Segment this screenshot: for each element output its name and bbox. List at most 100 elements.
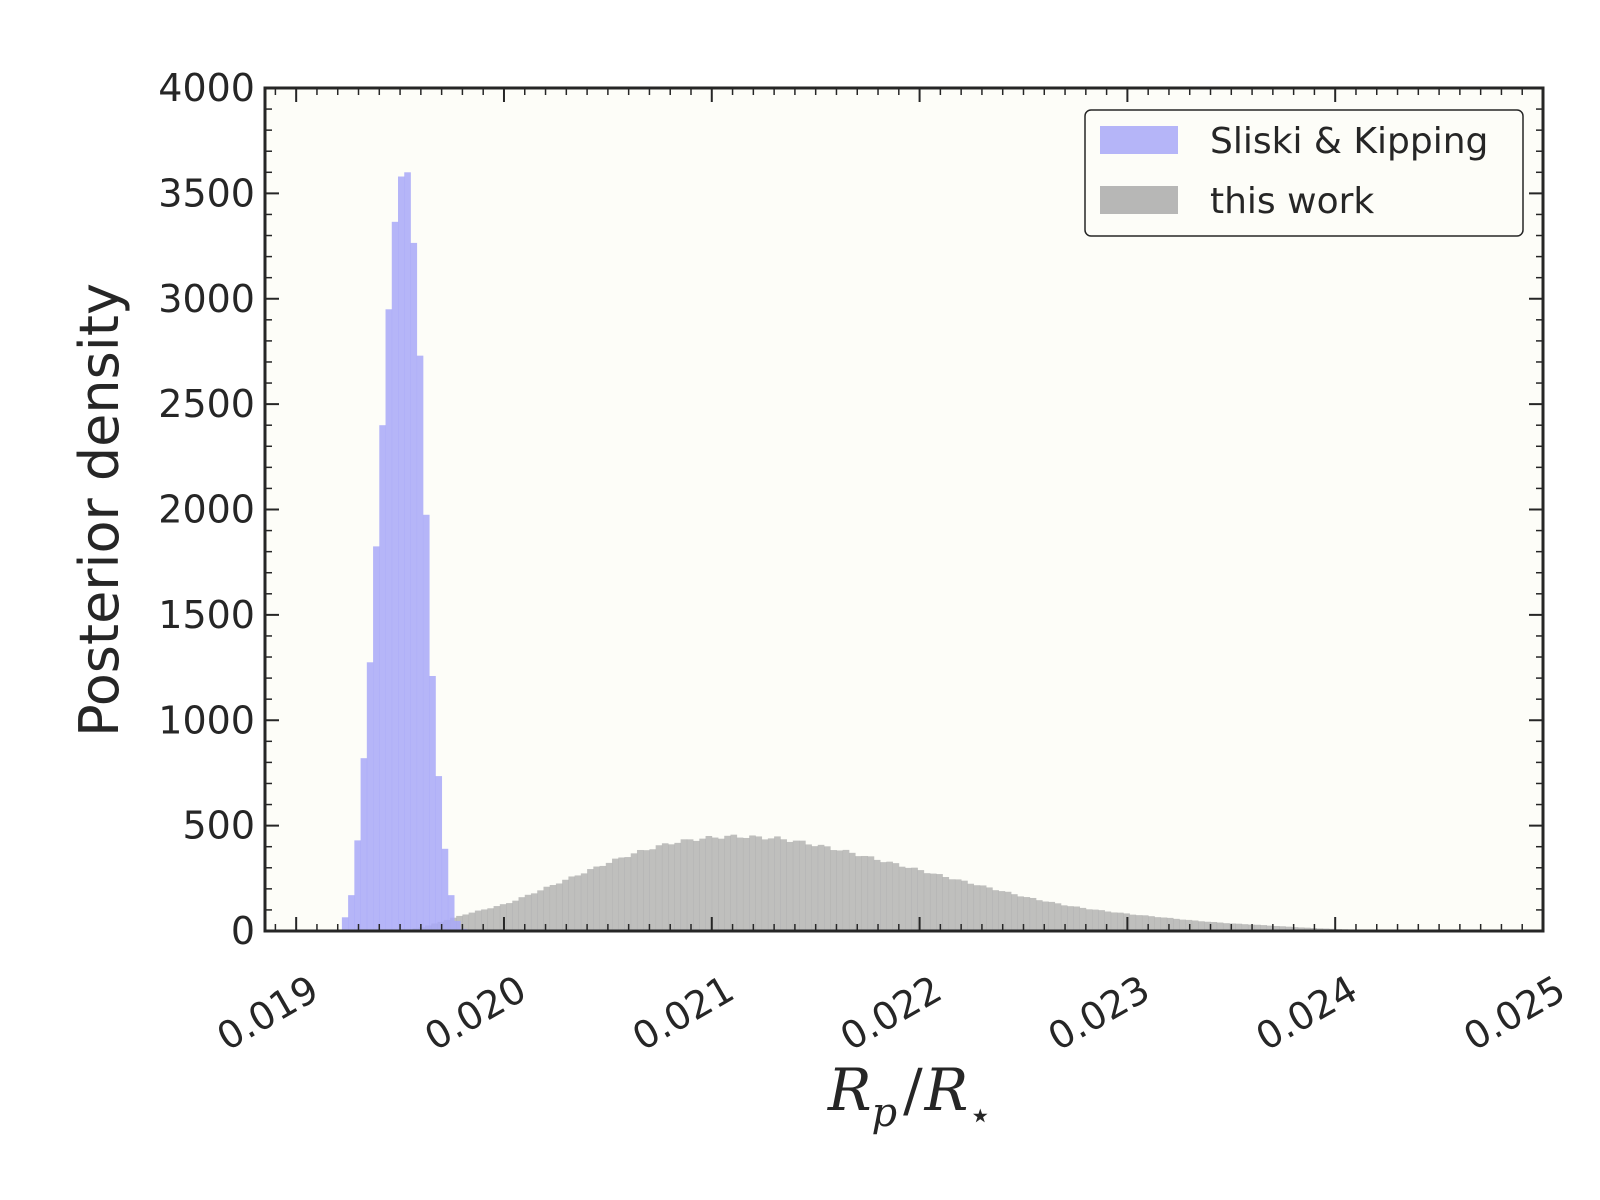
bar bbox=[562, 879, 569, 931]
y-tick-label: 3000 bbox=[158, 277, 255, 321]
bar bbox=[861, 855, 869, 931]
bar bbox=[435, 776, 443, 931]
bar bbox=[391, 221, 399, 931]
bar bbox=[360, 758, 368, 931]
bar bbox=[973, 885, 981, 931]
bar bbox=[1254, 924, 1261, 931]
bar bbox=[680, 839, 688, 931]
bar bbox=[574, 875, 582, 931]
bar bbox=[986, 887, 993, 931]
bar bbox=[911, 867, 918, 931]
bar bbox=[1166, 917, 1174, 931]
bar bbox=[848, 852, 856, 931]
bar bbox=[979, 885, 987, 931]
bar bbox=[1067, 906, 1074, 931]
y-tick-label: 500 bbox=[182, 804, 255, 848]
bar bbox=[767, 838, 775, 931]
bar bbox=[348, 895, 355, 931]
bar bbox=[643, 850, 650, 931]
bar bbox=[354, 840, 361, 931]
bar bbox=[718, 838, 725, 931]
bar bbox=[1185, 919, 1193, 931]
bar bbox=[587, 869, 594, 931]
legend-swatch-this-work bbox=[1100, 186, 1178, 214]
y-tick-label: 3500 bbox=[158, 171, 255, 215]
bar bbox=[880, 862, 887, 931]
x-axis-label-slash: / bbox=[903, 1056, 923, 1124]
bar bbox=[761, 839, 769, 931]
bar bbox=[1035, 900, 1043, 931]
bar bbox=[593, 866, 600, 931]
bar bbox=[805, 844, 812, 931]
bar bbox=[1160, 917, 1168, 931]
bar bbox=[630, 853, 638, 931]
bar bbox=[1173, 918, 1180, 931]
x-axis-label-sub-star: ⋆ bbox=[968, 1093, 992, 1137]
bar bbox=[705, 835, 713, 931]
bar bbox=[1272, 926, 1280, 931]
bar bbox=[649, 849, 657, 931]
bar bbox=[373, 546, 380, 931]
bar bbox=[454, 920, 461, 931]
bar bbox=[636, 849, 644, 931]
bar bbox=[474, 910, 482, 931]
legend-box bbox=[1084, 109, 1524, 237]
bar bbox=[1110, 912, 1118, 931]
histogram-bars bbox=[341, 172, 1473, 932]
bar bbox=[867, 856, 875, 931]
bar bbox=[518, 897, 526, 931]
bar bbox=[410, 242, 418, 931]
bar bbox=[998, 891, 1006, 931]
bar bbox=[1011, 894, 1018, 931]
x-tick-label: 0.024 bbox=[1248, 967, 1364, 1060]
bar bbox=[792, 840, 800, 931]
bar bbox=[1154, 917, 1162, 931]
bar bbox=[886, 861, 893, 931]
bar bbox=[1304, 927, 1311, 931]
bar bbox=[755, 836, 763, 931]
bar bbox=[1060, 905, 1068, 931]
bar bbox=[774, 836, 781, 931]
bar bbox=[967, 883, 975, 931]
bar bbox=[1291, 927, 1299, 931]
bar bbox=[1048, 901, 1056, 931]
bar bbox=[961, 880, 968, 931]
x-axis-label-sub-p: p bbox=[872, 1090, 898, 1136]
bar bbox=[366, 662, 374, 931]
bar bbox=[811, 846, 819, 931]
bar bbox=[1135, 915, 1143, 931]
bar bbox=[1129, 914, 1137, 931]
x-axis-label-r2: R bbox=[924, 1056, 969, 1124]
bar bbox=[799, 840, 806, 931]
bar bbox=[730, 834, 738, 931]
bar bbox=[1216, 922, 1224, 931]
bar bbox=[462, 914, 470, 931]
bar bbox=[506, 903, 513, 931]
bar bbox=[674, 842, 682, 931]
bar bbox=[1260, 925, 1268, 931]
bar bbox=[568, 876, 576, 931]
bar bbox=[537, 890, 544, 931]
bar bbox=[1297, 927, 1305, 931]
bar bbox=[379, 425, 386, 931]
bar bbox=[429, 675, 436, 931]
bar bbox=[661, 843, 669, 931]
bar bbox=[1204, 921, 1211, 931]
y-tick-label: 0 bbox=[231, 909, 255, 953]
bar bbox=[1029, 897, 1037, 931]
bar bbox=[929, 873, 937, 931]
bar bbox=[686, 839, 694, 931]
bar bbox=[892, 863, 900, 931]
bar bbox=[842, 849, 850, 931]
y-tick-label: 1500 bbox=[158, 593, 255, 637]
series-this-work bbox=[406, 834, 1473, 931]
x-tick-label: 0.020 bbox=[417, 967, 533, 1060]
bar bbox=[385, 309, 393, 931]
y-tick-label: 4000 bbox=[158, 66, 255, 110]
bar bbox=[1092, 909, 1099, 931]
bar bbox=[905, 867, 912, 931]
bar bbox=[699, 838, 706, 931]
bar bbox=[668, 844, 675, 931]
bar bbox=[693, 840, 700, 931]
